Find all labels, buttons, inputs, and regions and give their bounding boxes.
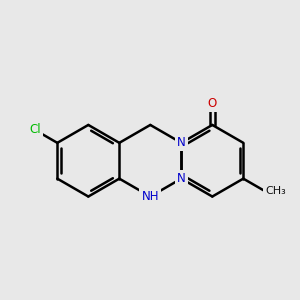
- Text: CH₃: CH₃: [265, 186, 286, 196]
- Text: NH: NH: [142, 190, 159, 203]
- Text: O: O: [208, 97, 217, 110]
- Text: N: N: [177, 172, 186, 185]
- Text: N: N: [177, 136, 186, 149]
- Text: Cl: Cl: [29, 124, 41, 136]
